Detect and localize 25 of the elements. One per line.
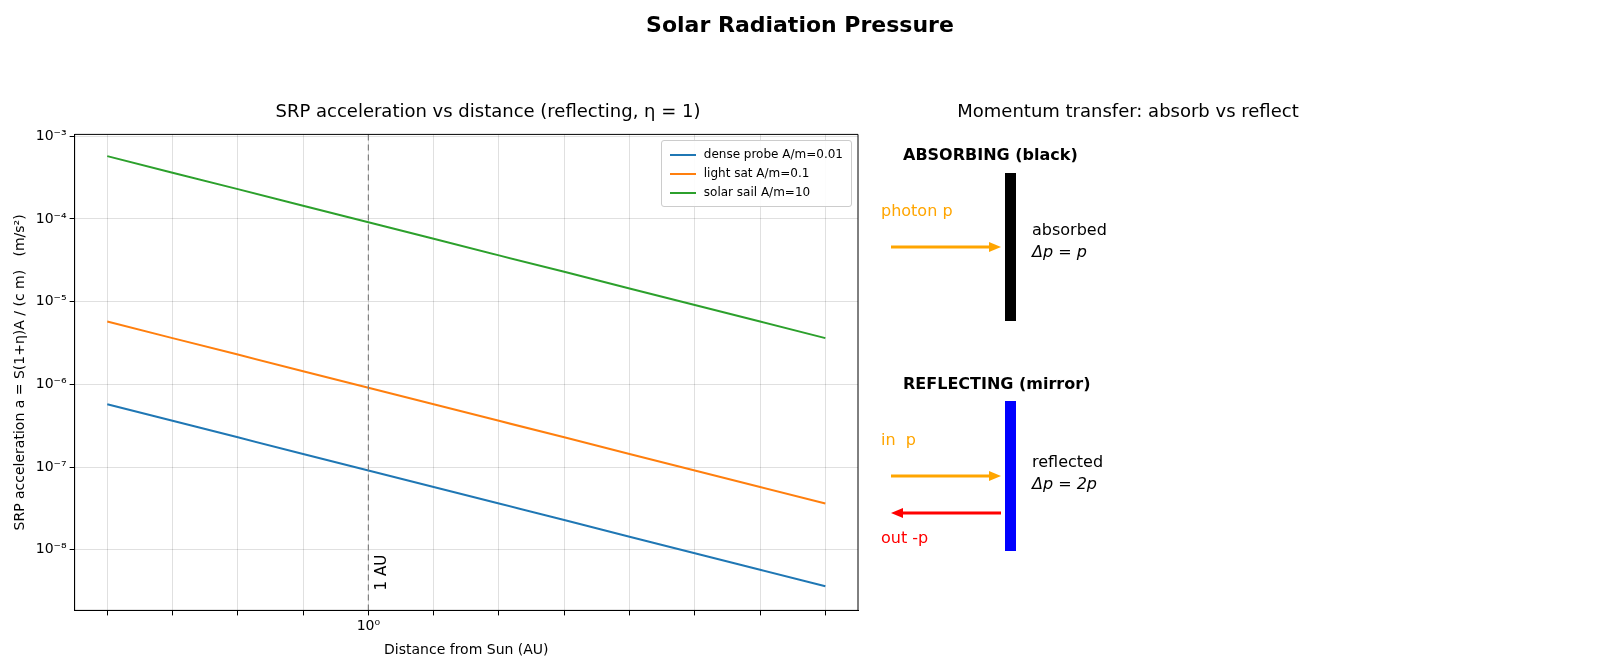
text: Δp = 2p bbox=[1032, 474, 1098, 493]
y-tick-label: 10⁻³ bbox=[35, 126, 67, 143]
y-tick-label: 10⁻⁶ bbox=[35, 374, 67, 391]
y-tick-label: 10⁻⁷ bbox=[35, 457, 67, 474]
y-tick-label: 10⁻⁴ bbox=[35, 209, 67, 226]
y-tick-label: 10⁻⁸ bbox=[35, 540, 67, 557]
text: Momentum transfer: absorb vs reflect bbox=[956, 100, 1300, 121]
chart-subtitle: SRP acceleration vs distance (reflecting, η = 1) bbox=[274, 100, 702, 121]
y-axis-title: SRP acceleration a = S(1+η)A / (c m) (m/s²) bbox=[11, 214, 28, 531]
text: absorbed bbox=[1032, 220, 1107, 239]
text: in p bbox=[881, 430, 916, 449]
text: ABSORBING (black) bbox=[903, 145, 1078, 164]
ref-line-label: 1 AU bbox=[372, 554, 391, 591]
text: photon p bbox=[881, 201, 953, 220]
x-axis-title: Distance from Sun (AU) bbox=[384, 641, 549, 658]
legend-label: dense probe A/m=0.01 bbox=[703, 146, 843, 164]
text: REFLECTING (mirror) bbox=[903, 374, 1091, 393]
text: Δp = p bbox=[1032, 242, 1087, 261]
legend-label: light sat A/m=0.1 bbox=[703, 165, 810, 183]
y-tick-label: 10⁻⁵ bbox=[35, 292, 67, 309]
text: out -p bbox=[881, 528, 929, 547]
x-tick-label: 10⁰ bbox=[356, 617, 381, 634]
text: reflected bbox=[1032, 452, 1104, 471]
legend-label: solar sail A/m=10 bbox=[703, 184, 811, 202]
chart-title: Solar Radiation Pressure bbox=[645, 12, 955, 37]
